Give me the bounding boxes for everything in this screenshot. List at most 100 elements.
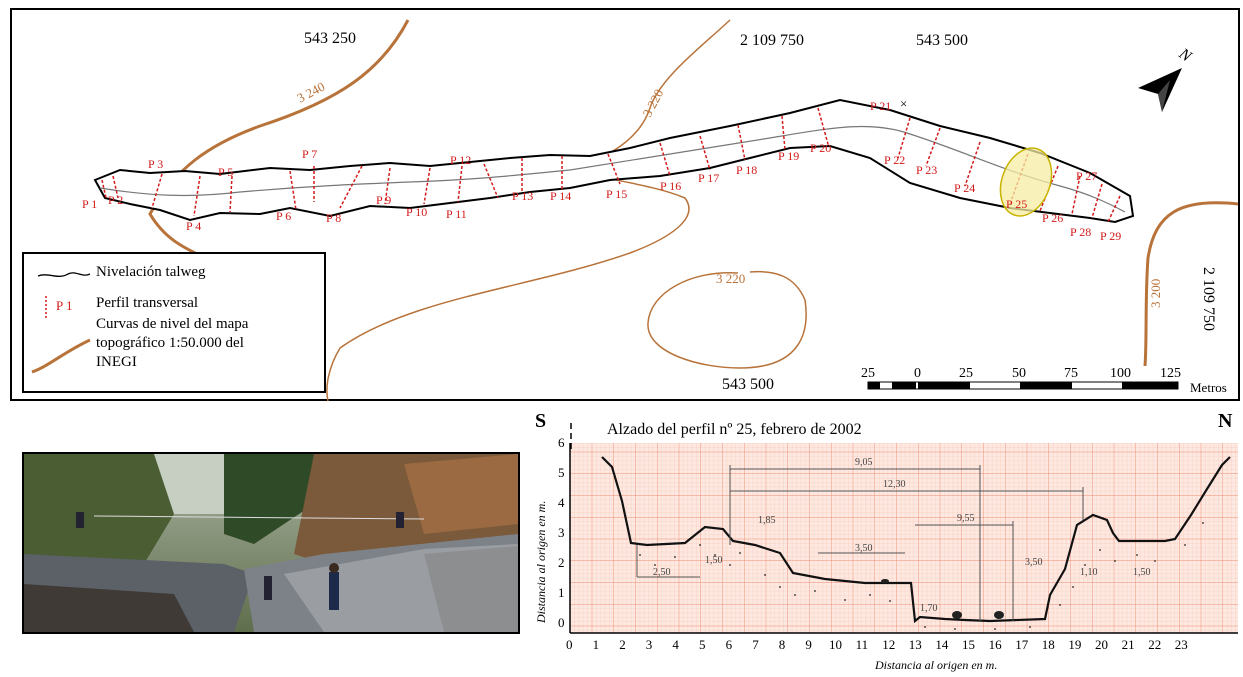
x-tick-label: 15 — [962, 637, 975, 652]
profile-label: P 15 — [606, 187, 627, 201]
profile-label: P 16 — [660, 179, 681, 193]
svg-text:100: 100 — [1110, 366, 1131, 381]
profile-label: P 22 — [884, 153, 905, 167]
profile-lines — [101, 107, 1121, 223]
x-tick-label: 3 — [646, 637, 653, 652]
legend-talweg: Nivelación talweg — [96, 264, 206, 280]
svg-text:3,50: 3,50 — [855, 543, 873, 554]
x-tick-label: 0 — [566, 637, 573, 652]
contour-label: 3 220 — [716, 271, 745, 286]
svg-text:1,50: 1,50 — [705, 555, 723, 566]
profile-label: P 24 — [954, 181, 975, 195]
profile-label: P 5 — [218, 165, 233, 179]
x-tick-label: 22 — [1148, 637, 1161, 652]
profile-label: P 23 — [916, 163, 937, 177]
direction-north: N — [1218, 410, 1233, 432]
scale-bar — [867, 381, 1179, 390]
x-tick-label: 9 — [805, 637, 812, 652]
x-tick-label: 8 — [779, 637, 786, 652]
svg-text:9,55: 9,55 — [957, 513, 975, 524]
profile-label: P 1 — [82, 197, 97, 211]
svg-text:25: 25 — [959, 366, 973, 381]
sediment-dots — [639, 522, 1204, 630]
talweg-sample — [37, 272, 91, 277]
x-tick-label: 14 — [935, 637, 949, 652]
svg-text:125: 125 — [1160, 366, 1181, 381]
x-tick-label: 17 — [1015, 637, 1028, 652]
profile-label: P 11 — [446, 207, 467, 221]
x-tick-label: 13 — [909, 637, 922, 652]
x-axis-label: Distancia al origen en m. — [874, 658, 997, 672]
map-legend: P 1 Nivelación talweg Perfil transversal… — [22, 252, 326, 393]
y-tick-labels: 0 1 2 3 4 5 6 — [558, 435, 565, 630]
p25-highlight — [999, 147, 1053, 217]
y-tick-label: 6 — [558, 435, 565, 450]
y-tick-label: 2 — [558, 555, 565, 570]
y-tick-label: 1 — [558, 585, 565, 600]
profile-label: P 25 — [1006, 197, 1027, 211]
photo-image — [24, 454, 518, 632]
profile-label: P 29 — [1100, 229, 1121, 243]
x-tick-label: 1 — [593, 637, 600, 652]
x-tick-label: 2 — [619, 637, 626, 652]
x-tick-label: 16 — [989, 637, 1003, 652]
contour-sample — [31, 338, 91, 374]
y-tick-label: 3 — [558, 525, 565, 540]
north-label: N — [1175, 45, 1195, 66]
svg-text:50: 50 — [1012, 366, 1026, 381]
x-tick-label: 20 — [1095, 637, 1108, 652]
x-tick-label: 21 — [1122, 637, 1135, 652]
scale-ticks: 25 0 25 50 75 100 125 Metros — [861, 366, 1227, 395]
x-tick-label: 23 — [1175, 637, 1188, 652]
profile-graph: 9,05 12,30 1,85 3,50 9,55 2,50 1,50 1,70… — [534, 410, 1238, 672]
profile-label: P 13 — [512, 189, 533, 203]
north-arrow-icon — [1138, 68, 1182, 112]
field-photo — [22, 452, 520, 634]
profile-label: P 2 — [108, 193, 123, 207]
svg-text:0: 0 — [914, 366, 921, 381]
coord-x1: 543 250 — [304, 30, 356, 47]
profile-label: P 6 — [276, 209, 291, 223]
svg-text:1,70: 1,70 — [920, 603, 938, 614]
svg-text:75: 75 — [1064, 366, 1078, 381]
contour-label: 3 200 — [1148, 279, 1163, 308]
profile-label: P 9 — [376, 193, 391, 207]
x-tick-label: 18 — [1042, 637, 1055, 652]
y-tick-label: 4 — [558, 495, 565, 510]
profile-label: P 18 — [736, 163, 757, 177]
profile-label: P 17 — [698, 171, 719, 185]
x-tick-label: 11 — [856, 637, 869, 652]
profile-label: P 8 — [326, 211, 341, 225]
profile-label: P 27 — [1076, 169, 1097, 183]
profile-label: P 21 — [870, 99, 891, 113]
profile-labels: P 1 P 2 P 3 P 4 P 5 P 6 P 7 P 8 P 9 P 10… — [82, 99, 1121, 243]
profile-label: P 7 — [302, 147, 317, 161]
graph-title: Alzado del perfil nº 25, febrero de 2002 — [607, 421, 862, 438]
rocks — [881, 579, 1004, 619]
direction-south: S — [535, 410, 546, 432]
profile-label: P 20 — [810, 141, 831, 155]
coord-y-right: 2 109 750 — [1200, 267, 1217, 331]
x-tick-labels: 0 1 2 3 4 5 6 7 8 9 10 11 12 13 14 15 16 17 18 19 20 21 22 23 — [566, 637, 1188, 652]
profile-label: P 28 — [1070, 225, 1091, 239]
svg-text:1,50: 1,50 — [1133, 567, 1151, 578]
x-tick-label: 4 — [672, 637, 679, 652]
x-tick-label: 7 — [752, 637, 759, 652]
legend-contour-2: topográfico 1:50.000 del — [96, 335, 244, 351]
profile-label: P 26 — [1042, 211, 1063, 225]
x-tick-label: 12 — [882, 637, 895, 652]
contour-lines-thin — [326, 19, 807, 401]
legend-contour-3: INEGI — [96, 354, 137, 370]
svg-text:25: 25 — [861, 366, 875, 381]
gully-outline — [93, 98, 1135, 224]
svg-text:1,10: 1,10 — [1080, 567, 1098, 578]
y-tick-label: 5 — [558, 465, 565, 480]
y-axis-label: Distancia al origen en m. — [534, 501, 548, 624]
x-tick-label: 5 — [699, 637, 706, 652]
profile-label: P 10 — [406, 205, 427, 219]
profile-label: P 4 — [186, 219, 201, 233]
svg-text:3,50: 3,50 — [1025, 557, 1043, 568]
svg-text:12,30: 12,30 — [883, 479, 906, 490]
profile-label: P 12 — [450, 153, 471, 167]
contour-3200 — [1143, 201, 1239, 367]
